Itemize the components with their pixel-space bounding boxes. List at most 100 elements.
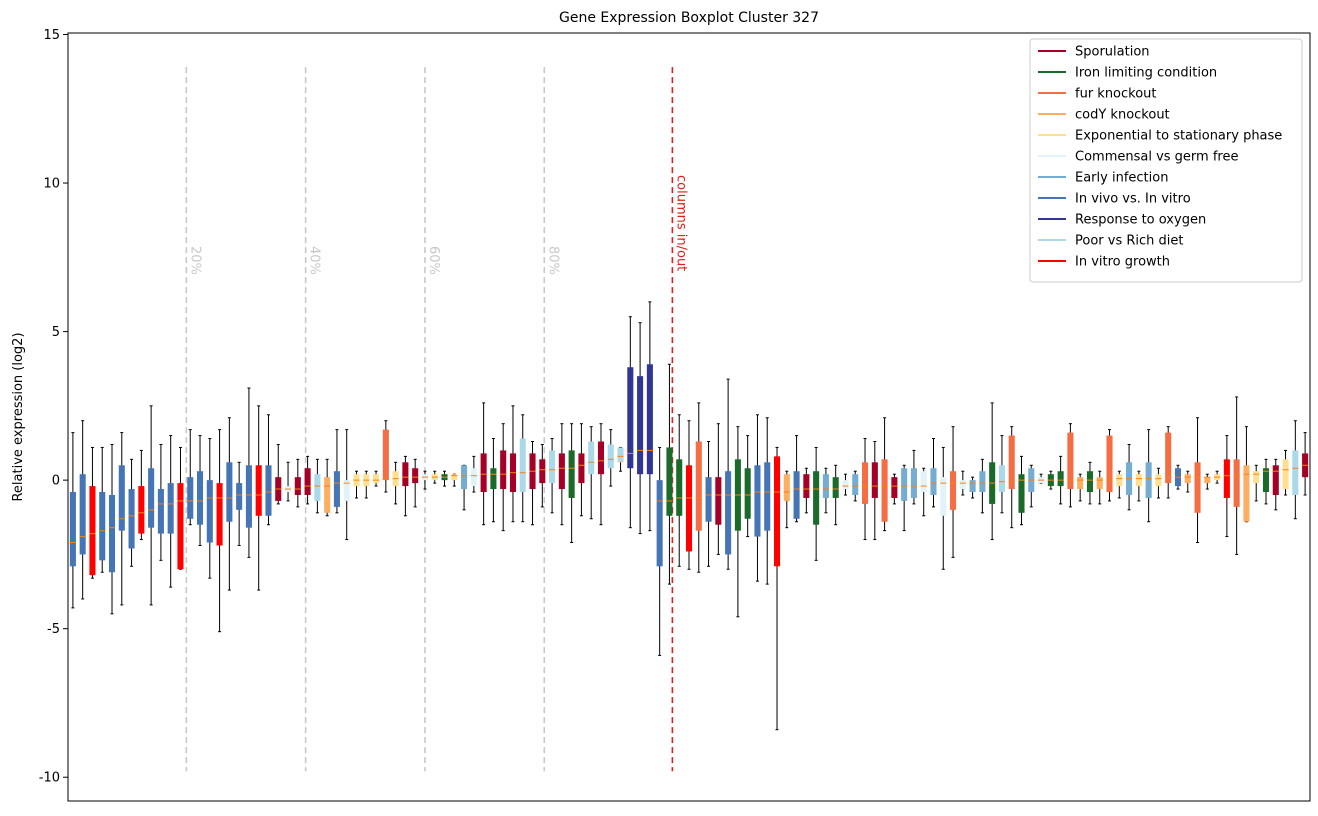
box <box>89 486 96 576</box>
box <box>138 486 145 534</box>
box <box>1057 471 1064 487</box>
legend-label: In vitro growth <box>1075 255 1170 270</box>
box <box>852 474 859 495</box>
box <box>744 468 751 519</box>
box <box>1262 468 1270 493</box>
marker-label: 20% <box>187 246 202 275</box>
box <box>764 462 771 531</box>
box <box>226 462 233 522</box>
box <box>666 447 673 516</box>
box <box>998 465 1005 493</box>
box <box>979 471 986 493</box>
box <box>206 480 213 543</box>
box <box>940 477 947 516</box>
box <box>959 480 966 490</box>
box <box>373 474 380 484</box>
box <box>715 477 722 525</box>
box <box>480 453 487 493</box>
box <box>1165 432 1172 484</box>
box <box>754 465 761 537</box>
box <box>490 468 497 490</box>
marker-label: columns in/out <box>673 175 688 271</box>
box <box>461 465 468 490</box>
legend-label: Poor vs Rich diet <box>1075 234 1183 249</box>
box <box>597 441 605 475</box>
box <box>1253 471 1260 484</box>
box <box>1096 477 1103 490</box>
box <box>901 468 908 501</box>
box <box>1282 459 1289 490</box>
y-tick-label: -5 <box>47 622 60 637</box>
box <box>803 474 810 498</box>
legend-label: fur knockout <box>1075 87 1157 102</box>
box <box>793 471 800 519</box>
box <box>1233 459 1240 507</box>
box <box>187 477 194 519</box>
legend-label: Sporulation <box>1075 45 1150 60</box>
box <box>685 465 693 552</box>
box <box>773 456 781 567</box>
box <box>1184 474 1191 484</box>
box <box>549 450 556 484</box>
box <box>1272 465 1279 495</box>
marker-label: 60% <box>426 246 441 275</box>
box <box>196 471 204 525</box>
box <box>1077 477 1084 490</box>
box <box>813 471 820 525</box>
box <box>861 462 869 504</box>
box <box>1194 462 1201 513</box>
legend-label: Early infection <box>1075 171 1168 186</box>
box <box>128 489 135 549</box>
box <box>881 459 888 522</box>
legend-label: In vivo vs. In vitro <box>1075 192 1191 207</box>
legend-label: Response to oxygen <box>1075 213 1206 228</box>
box <box>519 438 526 493</box>
box <box>157 489 164 534</box>
box <box>148 468 155 528</box>
box <box>1086 471 1093 493</box>
box <box>402 462 409 487</box>
y-tick-label: -10 <box>39 771 60 786</box>
y-axis-label: Relative expression (log2) <box>11 332 26 501</box>
box <box>1155 474 1162 487</box>
box <box>637 376 644 475</box>
box <box>969 480 976 493</box>
box <box>99 492 106 561</box>
box <box>451 474 458 481</box>
box <box>245 465 252 528</box>
box <box>578 453 585 484</box>
legend-label: codY knockout <box>1075 108 1170 123</box>
y-tick-label: 10 <box>43 177 60 192</box>
box <box>588 441 595 475</box>
box <box>177 483 184 570</box>
y-tick-label: 15 <box>43 28 60 43</box>
box <box>1292 450 1299 495</box>
box <box>646 364 653 475</box>
legend-box <box>1029 38 1303 283</box>
box <box>500 450 507 490</box>
box <box>1008 435 1015 490</box>
y-tick-label: 5 <box>52 325 60 340</box>
box <box>412 468 419 484</box>
box <box>118 465 125 531</box>
box <box>314 474 321 501</box>
box <box>382 429 389 481</box>
box <box>236 483 243 510</box>
legend-label: Exponential to stationary phase <box>1075 129 1282 144</box>
box <box>1067 432 1074 490</box>
box <box>539 459 546 484</box>
legend-label: Iron limiting condition <box>1075 66 1217 81</box>
box <box>1204 477 1211 484</box>
box <box>216 483 223 546</box>
box <box>695 441 702 531</box>
box <box>930 468 937 495</box>
box <box>676 459 683 516</box>
box <box>705 477 712 522</box>
box <box>607 444 614 469</box>
box <box>1223 459 1230 498</box>
marker-label: 40% <box>307 246 322 275</box>
box <box>617 447 624 463</box>
box <box>627 367 634 469</box>
box <box>871 462 878 498</box>
box <box>891 477 898 498</box>
